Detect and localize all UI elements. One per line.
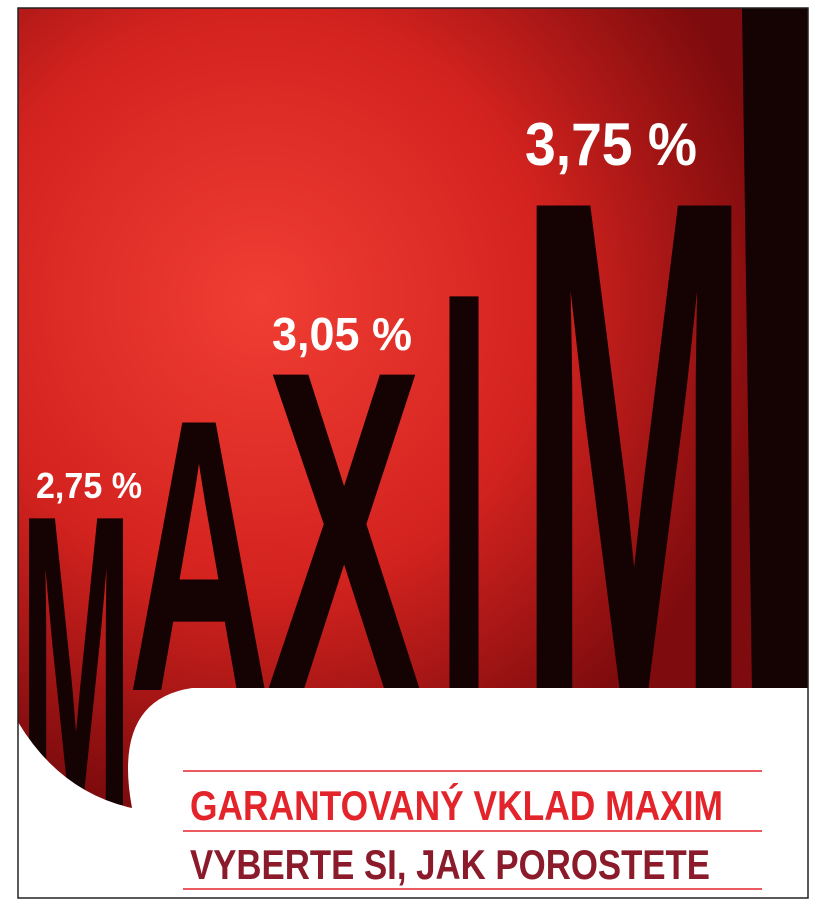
rates: 2,75 % 3,05 % 3,75 %: [36, 111, 697, 506]
rate-label: 2,75 %: [36, 465, 142, 506]
tagline: VYBERTE SI, JAK POROSTETE: [190, 841, 710, 888]
m-leg: [742, 8, 808, 690]
rate-label: 3,75 %: [525, 111, 697, 178]
frame: [17, 7, 809, 899]
rate-label: 3,05 %: [272, 308, 412, 360]
white-panel: [18, 688, 808, 898]
headline: GARANTOVANÝ VKLAD MAXIM: [190, 782, 723, 829]
